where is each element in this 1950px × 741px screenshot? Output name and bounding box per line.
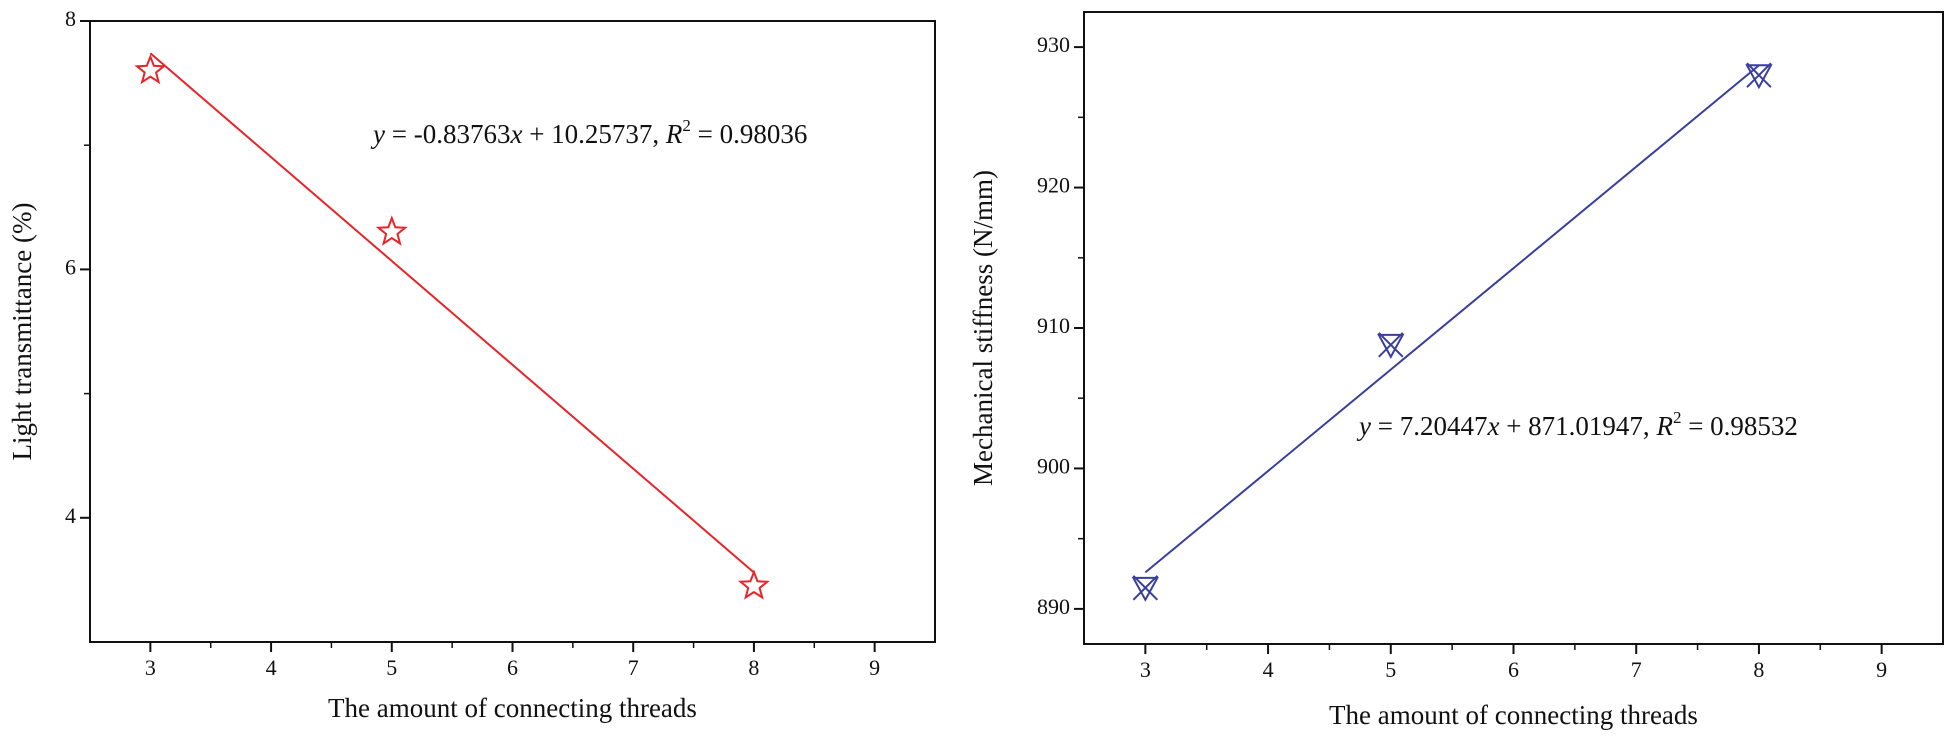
x-tick-label: 6: [507, 655, 518, 680]
y-tick-label: 930: [1037, 32, 1070, 57]
y-tick-label: 920: [1037, 173, 1070, 198]
x-tick-label: 5: [386, 655, 397, 680]
x-tick-label: 4: [1263, 657, 1274, 682]
fit-equation: y = 7.20447x + 871.01947, R2 = 0.98532: [1356, 408, 1798, 441]
x-tick-label: 5: [1385, 657, 1396, 682]
x-tick-label: 9: [869, 655, 880, 680]
data-point: [737, 569, 770, 600]
equation-part: y: [370, 119, 385, 149]
equation-part: y: [1356, 411, 1371, 441]
y-tick-label: 910: [1037, 313, 1070, 338]
x-axis-title: The amount of connecting threads: [328, 693, 697, 723]
data-point: [134, 53, 167, 85]
x-tick-label: 3: [1140, 657, 1151, 682]
x-tick-label: 3: [145, 655, 156, 680]
x-tick-label: 9: [1876, 657, 1887, 682]
equation-part: = -0.83763: [385, 119, 510, 149]
equation-part: = 0.98532: [1681, 411, 1797, 441]
equation-part: R: [1655, 411, 1673, 441]
equation-part: 2: [1673, 408, 1682, 427]
x-tick-label: 4: [266, 655, 277, 680]
equation-part: R: [665, 119, 683, 149]
x-axis-title: The amount of connecting threads: [1329, 700, 1698, 730]
x-tick-label: 7: [1631, 657, 1642, 682]
fit-equation: y = -0.83763x + 10.25737, R2 = 0.98036: [370, 116, 807, 149]
plot-frame: [89, 20, 936, 643]
y-tick-label: 6: [65, 254, 76, 279]
equation-part: = 7.20447: [1371, 411, 1487, 441]
data-point: [1377, 332, 1405, 359]
data-point: [1745, 62, 1773, 90]
y-tick-label: 890: [1037, 594, 1070, 619]
equation-part: x: [509, 119, 522, 149]
plot-frame: [1083, 11, 1944, 645]
trend-line: [1144, 64, 1760, 574]
data-point: [1131, 575, 1160, 602]
y-axis-title: Mechanical stiffness (N/mm): [968, 170, 998, 486]
y-tick-label: 4: [65, 503, 76, 528]
equation-part: + 871.01947,: [1499, 411, 1656, 441]
x-tick-label: 7: [628, 655, 639, 680]
trend-line: [149, 52, 755, 574]
y-tick-label: 900: [1037, 453, 1070, 478]
x-tick-label: 8: [748, 655, 759, 680]
x-tick-label: 8: [1753, 657, 1764, 682]
equation-part: 2: [682, 116, 691, 135]
y-tick-label: 8: [65, 6, 76, 31]
equation-part: + 10.25737,: [522, 119, 665, 149]
equation-part: = 0.98036: [691, 119, 807, 149]
y-axis-title: Light transmittance (%): [7, 203, 37, 461]
x-tick-label: 6: [1508, 657, 1519, 682]
data-point: [375, 215, 408, 246]
equation-part: x: [1486, 411, 1499, 441]
